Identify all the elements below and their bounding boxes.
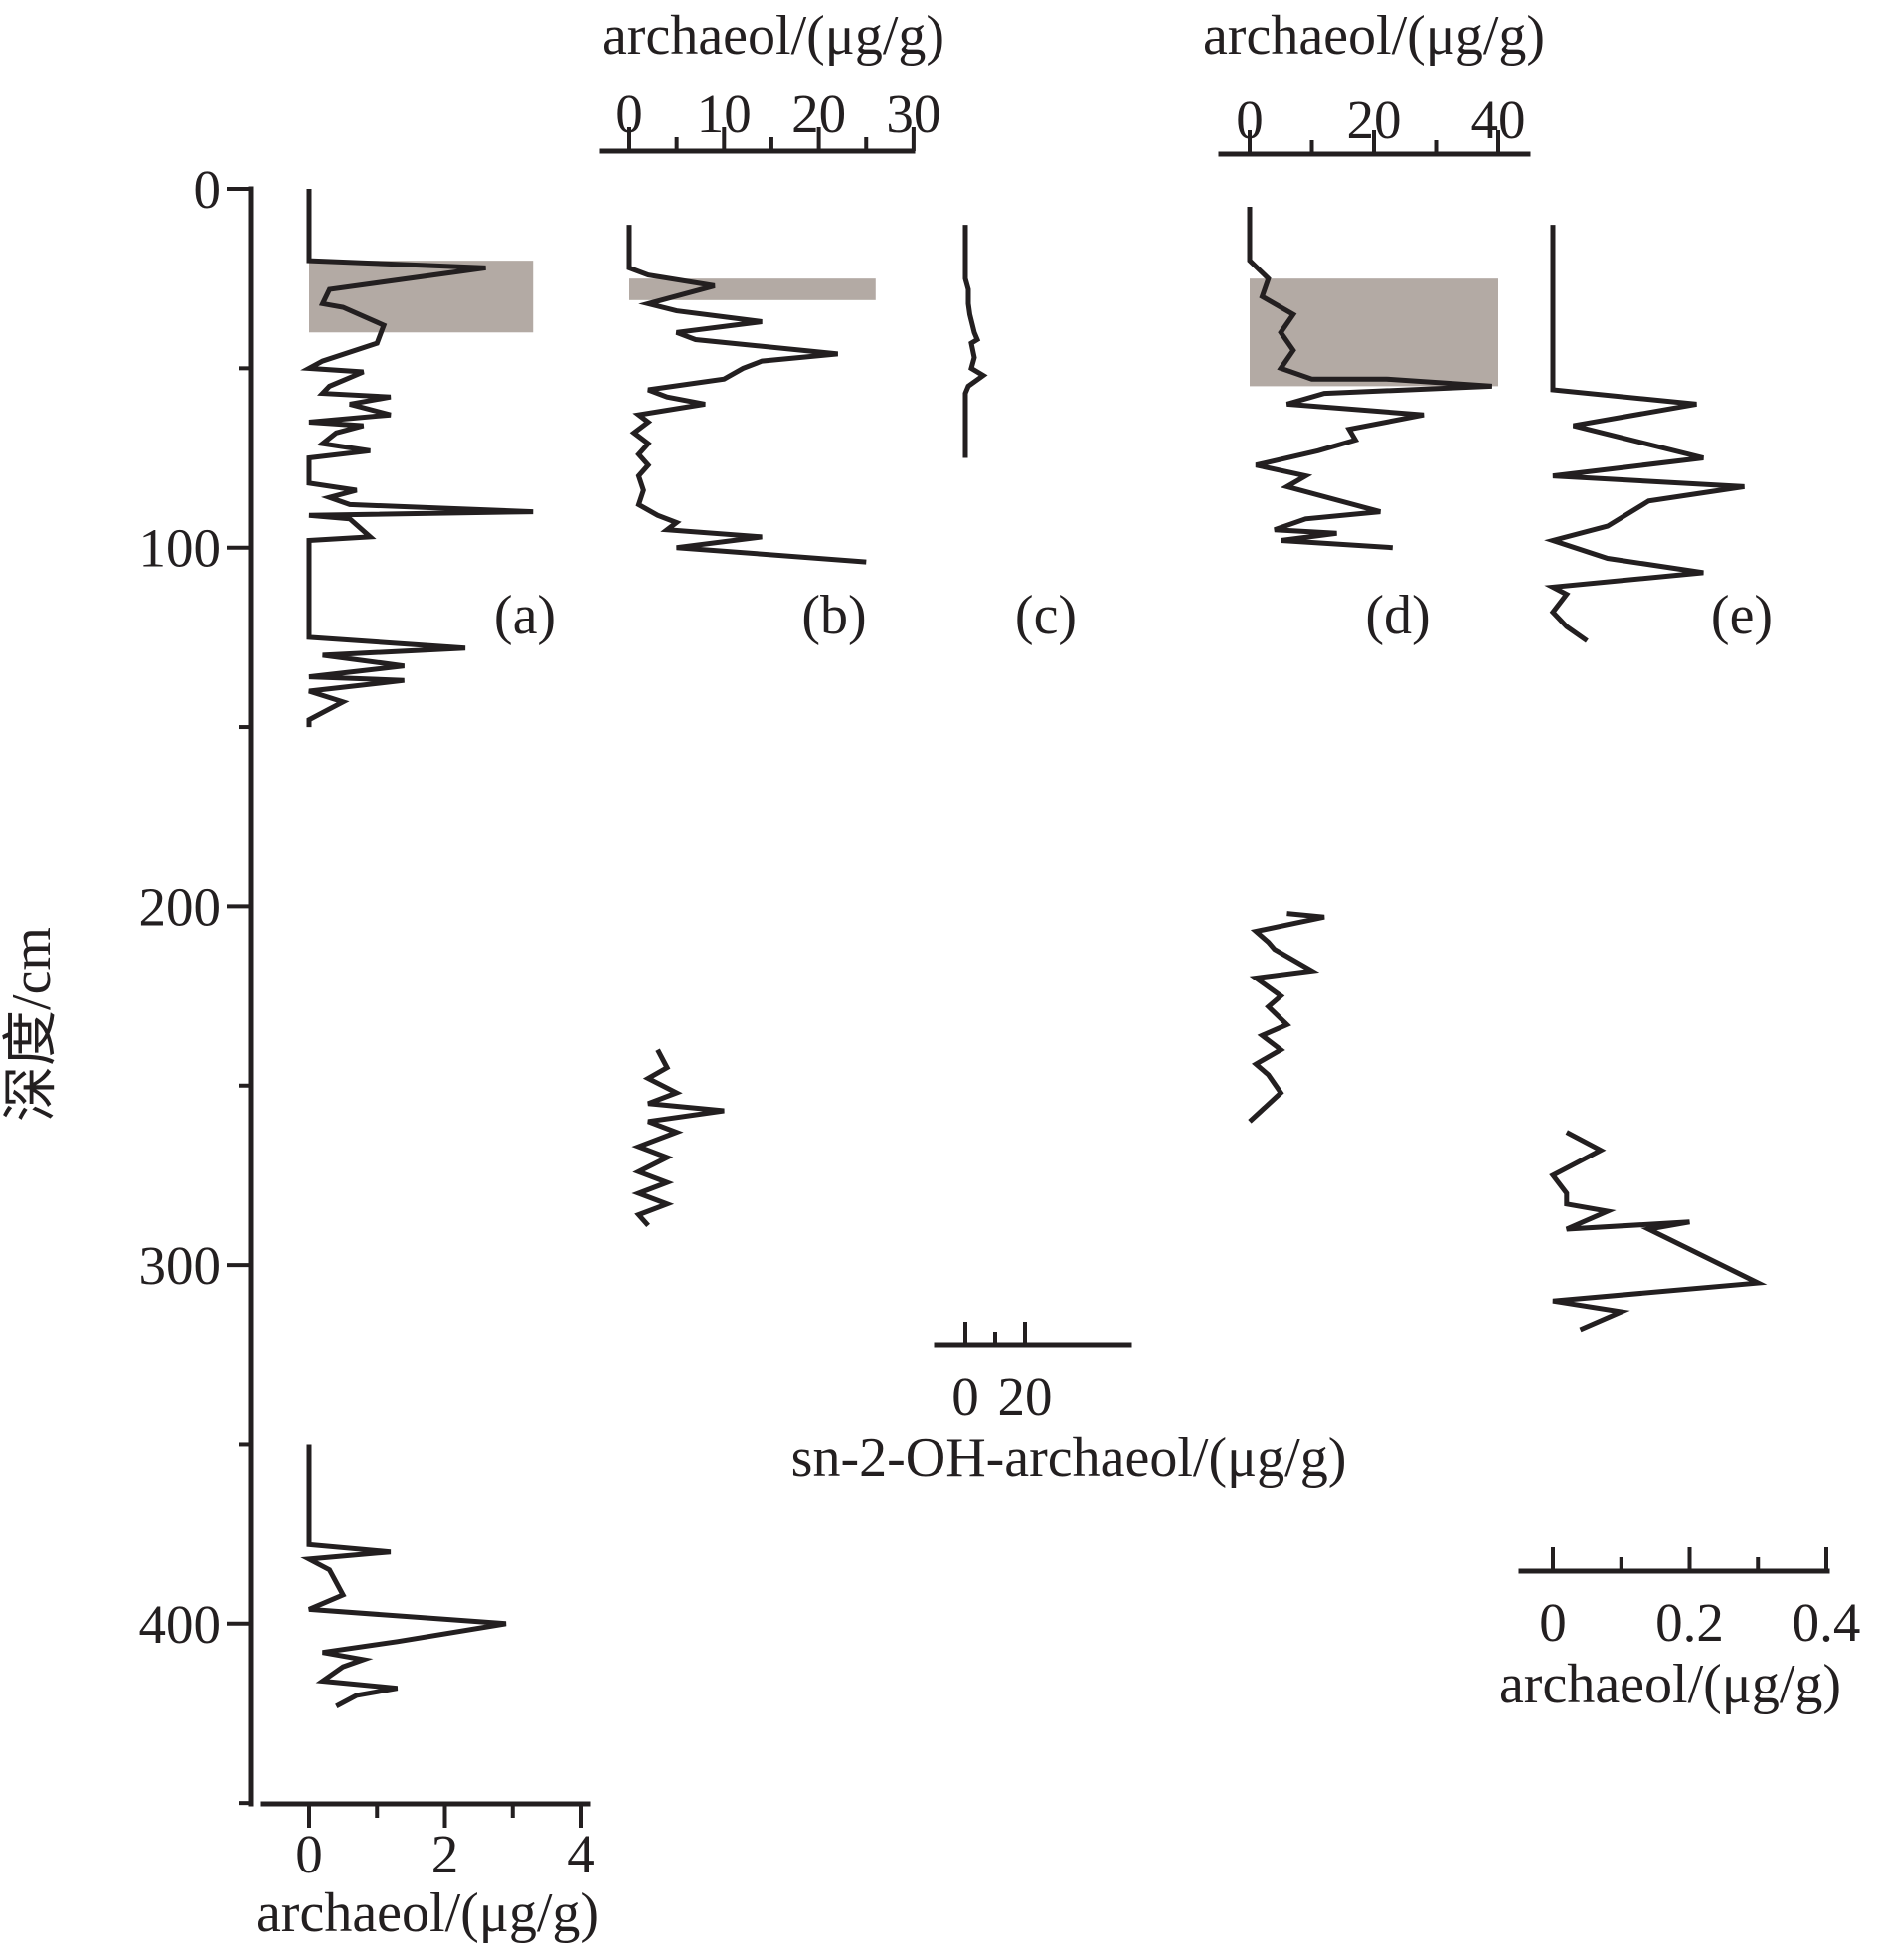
- panel-label: (c): [1015, 585, 1077, 646]
- series-segment-1: [626, 225, 867, 565]
- x-tick-label: 0.2: [1655, 1592, 1724, 1653]
- x-tick-label: 2: [431, 1824, 459, 1884]
- depth-tick-label: 300: [139, 1235, 222, 1296]
- series-segment-2: [1248, 911, 1325, 1124]
- x-tick-label: 20: [998, 1366, 1053, 1427]
- depth-axis-label: 深度/cm: [1, 927, 63, 1122]
- series-segment-1: [962, 225, 988, 458]
- series-segment-1: [1247, 207, 1492, 551]
- panel-label: (a): [494, 585, 556, 646]
- depth-tick-labels: 0 100 200 300 400: [139, 159, 222, 1655]
- x-tick-label: 40: [1471, 89, 1526, 150]
- series-segment-1: [1544, 225, 1745, 643]
- x-tick-label: 20: [791, 84, 846, 144]
- panel-label: (d): [1365, 585, 1430, 646]
- x-axis-label: archaeol/(μg/g): [602, 5, 944, 67]
- x-tick-label: 0: [951, 1366, 979, 1427]
- x-tick-label: 0.4: [1793, 1592, 1861, 1653]
- series-segment-2: [1549, 1130, 1768, 1333]
- depth-tick-label: 100: [139, 518, 222, 579]
- x-tick-label: 0: [1539, 1592, 1567, 1653]
- x-tick-label: 30: [886, 84, 940, 144]
- series-segment-1: [300, 189, 534, 728]
- series-segment-2: [631, 1048, 725, 1228]
- x-axis-label: archaeol/(μg/g): [256, 1882, 598, 1944]
- panel-b: 0 10 20 30 archaeol/(μg/g) (b): [599, 5, 944, 1228]
- x-axis-label: sn-2-OH-archaeol/(μg/g): [791, 1427, 1347, 1489]
- panel-label: (b): [801, 585, 866, 646]
- series-segment-2: [300, 1444, 507, 1709]
- depth-tick-label: 0: [194, 159, 222, 220]
- x-tick-label: 10: [697, 84, 752, 144]
- x-axis-label: archaeol/(μg/g): [1499, 1654, 1841, 1715]
- depth-tick-label: 400: [139, 1594, 222, 1655]
- depth-tick-label: 200: [139, 876, 222, 937]
- x-tick-label: 4: [567, 1824, 595, 1884]
- highlight-band: [309, 261, 534, 333]
- x-axis-label: archaeol/(μg/g): [1203, 5, 1545, 67]
- highlight-band: [1250, 278, 1498, 387]
- x-tick-label: 0: [295, 1824, 323, 1884]
- x-tick-label: 0: [615, 84, 643, 144]
- x-tick-label: 20: [1347, 89, 1402, 150]
- depth-ticks: [227, 187, 251, 1806]
- depth-axis: 0 100 200 300 400 深度/cm: [1, 159, 254, 1807]
- panel-d: 0 20 40 archaeol/(μg/g) (d): [1203, 5, 1545, 1124]
- panel-label: (e): [1711, 585, 1773, 646]
- x-tick-label: 0: [1236, 89, 1264, 150]
